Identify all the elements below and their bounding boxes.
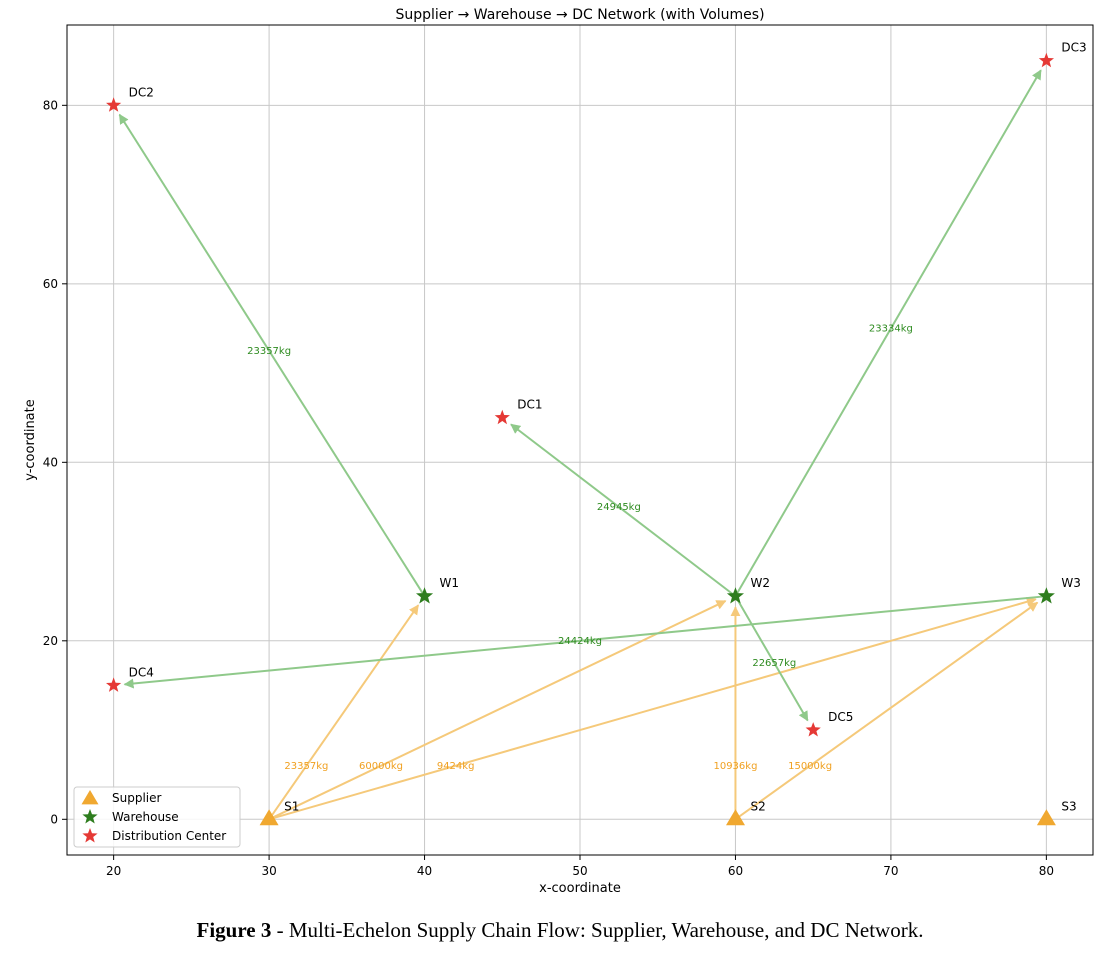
- legend-box: [73, 786, 241, 848]
- flow-arrow-w2-dc1: [510, 423, 733, 595]
- flow-volume-label: 23334kg: [869, 323, 913, 334]
- x-tick-label: 80: [1039, 864, 1054, 878]
- flow-arrow-s1-w1: [270, 604, 420, 817]
- x-tick-label: 30: [261, 864, 276, 878]
- flow-volume-label: 23357kg: [247, 346, 291, 357]
- flow-volume-label: 15000kg: [788, 761, 832, 772]
- dc-marker-dc5: [805, 722, 821, 737]
- dc-marker-dc4: [106, 677, 122, 692]
- node-label-w1: W1: [440, 576, 460, 590]
- flow-volume-label: 24424kg: [558, 636, 602, 647]
- legend-warehouse-icon: [82, 809, 98, 824]
- flow-volume-label: 60000kg: [359, 761, 403, 772]
- x-tick-label: 20: [106, 864, 121, 878]
- legend-dc-icon: [82, 828, 98, 843]
- flow-arrow-s1-w2: [272, 600, 727, 819]
- dc-marker-dc2: [106, 97, 122, 112]
- node-label-s1: S1: [284, 799, 299, 813]
- dc-marker-dc1: [494, 409, 510, 425]
- node-label-dc5: DC5: [828, 710, 853, 724]
- dc-marker-dc3: [1038, 52, 1054, 68]
- flow-arrow-w3-dc4: [123, 595, 1043, 689]
- flow-arrow-w2-dc5: [736, 599, 809, 722]
- node-label-dc4: DC4: [129, 665, 154, 679]
- supplier-marker-s1: [259, 809, 279, 826]
- figure-caption-text: - Multi-Echelon Supply Chain Flow: Suppl…: [271, 918, 924, 942]
- y-tick-label: 0: [50, 812, 58, 826]
- x-tick-label: 50: [572, 864, 587, 878]
- flow-volume-label: 24945kg: [597, 502, 641, 513]
- network-chart: 20 30 40 50 60 70 80 0 20 40 60 80 Supplier → Wareho…: [23, 7, 1094, 896]
- flow-volume-label: 23357kg: [284, 761, 328, 772]
- node-label-dc3: DC3: [1061, 41, 1086, 55]
- flow-arrow-w1-dc2: [118, 113, 424, 594]
- warehouse-marker-w1: [416, 587, 434, 604]
- flow-arrow-s2-w3: [738, 601, 1039, 818]
- node-label-dc2: DC2: [129, 85, 154, 99]
- x-tick-label: 40: [417, 864, 432, 878]
- flow-arrow-s1-w3: [272, 596, 1037, 820]
- legend-label: Warehouse: [112, 810, 179, 824]
- y-tick-label: 80: [43, 98, 58, 112]
- node-label-w2: W2: [750, 576, 770, 590]
- x-tick-label: 60: [728, 864, 743, 878]
- supplier-marker-s3: [1036, 809, 1056, 826]
- flow-volume-label: 9424kg: [437, 761, 475, 772]
- flow-volume-label: 22657kg: [752, 658, 796, 669]
- y-axis-label: y-coordinate: [23, 399, 38, 481]
- node-label-s2: S2: [750, 799, 765, 813]
- figure-caption: Figure 3 - Multi-Echelon Supply Chain Fl…: [0, 918, 1120, 943]
- figure-caption-label: Figure 3: [196, 918, 272, 942]
- supplier-marker-s2: [726, 809, 745, 826]
- flow-volume-label: 10936kg: [713, 761, 757, 772]
- node-label-w3: W3: [1061, 576, 1081, 590]
- flow-arrow-w2-dc3: [736, 69, 1042, 594]
- warehouse-marker-w3: [1037, 587, 1055, 604]
- legend-label: Distribution Center: [112, 829, 226, 843]
- y-tick-label: 20: [43, 634, 58, 648]
- chart-title: Supplier → Warehouse → DC Network (with …: [395, 7, 764, 23]
- x-tick-label: 70: [883, 864, 898, 878]
- x-axis-label: x-coordinate: [539, 881, 621, 896]
- node-label-s3: S3: [1061, 799, 1076, 813]
- y-tick-label: 60: [43, 277, 58, 291]
- legend-supplier-icon: [81, 790, 99, 805]
- node-label-dc1: DC1: [517, 398, 542, 412]
- y-tick-label: 40: [43, 455, 58, 469]
- legend-label: Supplier: [112, 791, 162, 805]
- warehouse-marker-w2: [726, 587, 744, 604]
